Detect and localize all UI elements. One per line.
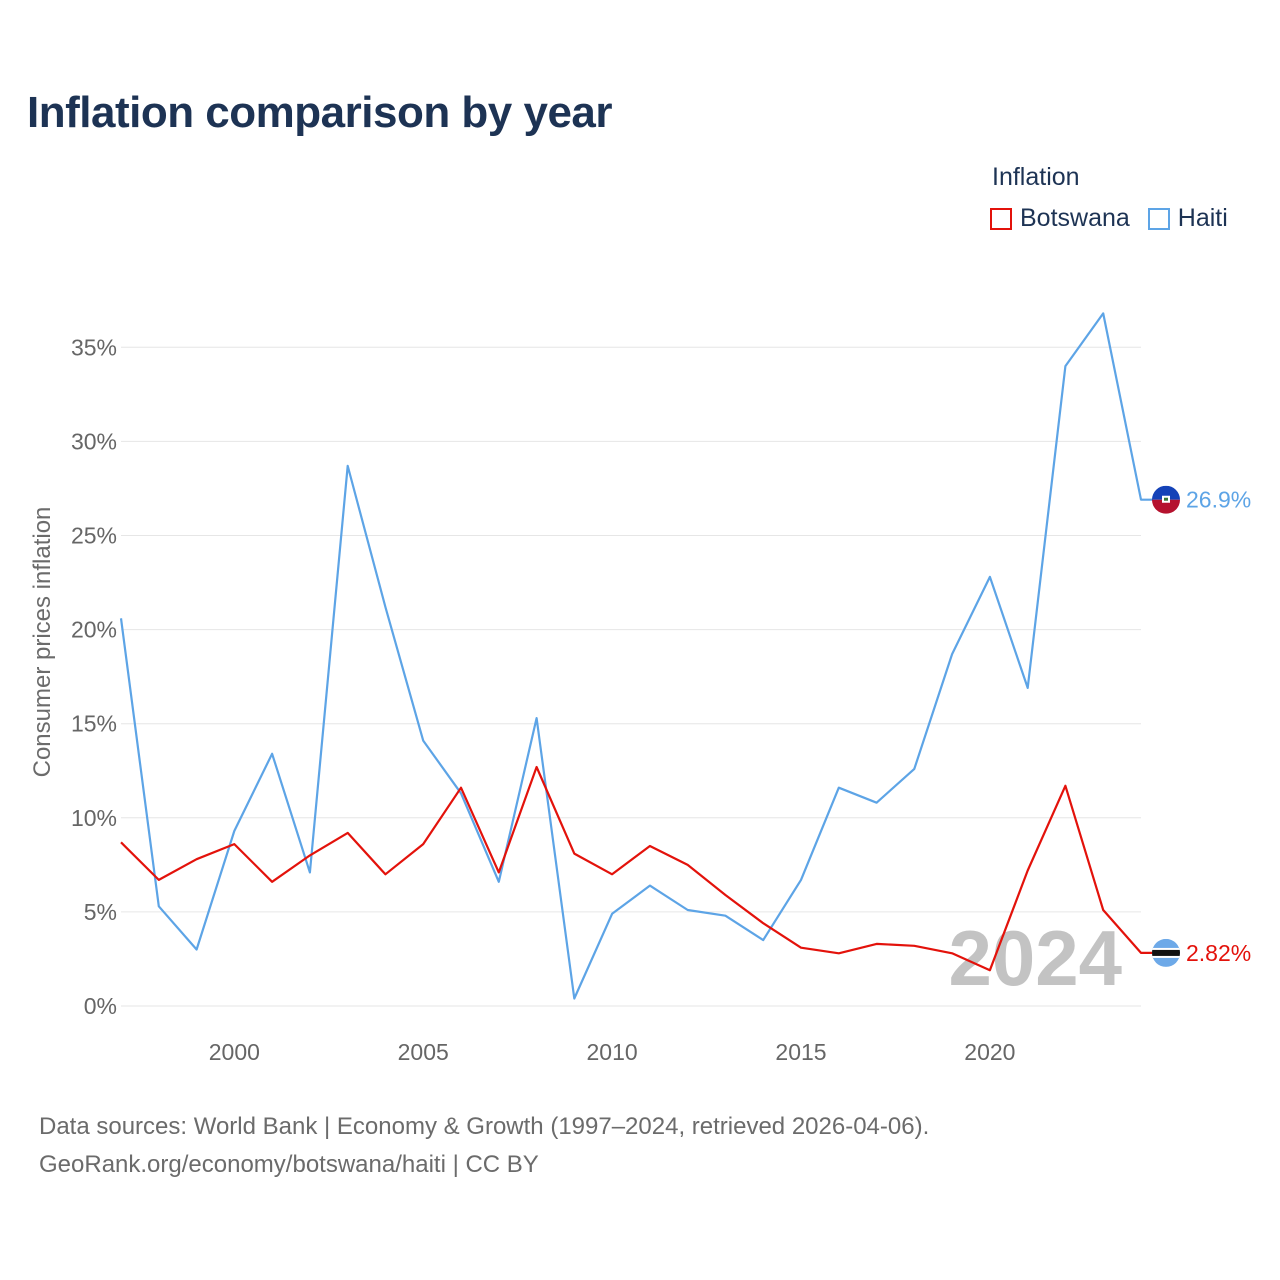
legend-swatch-botswana <box>990 207 1012 230</box>
y-tick-label: 10% <box>71 805 117 831</box>
sources-line-1: Data sources: World Bank | Economy & Gro… <box>39 1113 930 1140</box>
y-tick-label: 5% <box>84 899 117 925</box>
legend-item-haiti[interactable]: Haiti <box>1147 204 1228 233</box>
y-tick-label: 35% <box>71 334 117 360</box>
x-tick-label: 2000 <box>209 1039 260 1065</box>
sources-line-2: GeoRank.org/economy/botswana/haiti | CC … <box>39 1151 539 1178</box>
end-label-botswana: 2.82% <box>1186 940 1251 966</box>
y-tick-label: 30% <box>71 428 117 454</box>
legend: Botswana Haiti <box>990 204 1246 233</box>
x-tick-label: 2015 <box>775 1039 826 1065</box>
x-tick-label: 2005 <box>398 1039 449 1065</box>
y-tick-label: 15% <box>71 711 117 737</box>
data-sources: Data sources: World Bank | Economy & Gro… <box>39 1108 929 1184</box>
legend-label-haiti: Haiti <box>1177 204 1228 232</box>
y-axis-label: Consumer prices inflation <box>29 507 56 778</box>
series-line-botswana <box>120 765 1153 972</box>
year-watermark: 2024 <box>948 914 1122 1002</box>
botswana-flag-icon <box>1152 938 1180 967</box>
legend-label-botswana: Botswana <box>1020 204 1130 232</box>
end-label-haiti: 26.9% <box>1186 487 1251 513</box>
legend-title: Inflation <box>992 163 1080 191</box>
y-tick-label: 0% <box>84 993 117 1019</box>
x-tick-label: 2010 <box>587 1039 638 1065</box>
x-tick-label: 2020 <box>964 1039 1015 1065</box>
legend-item-botswana[interactable]: Botswana <box>990 204 1130 233</box>
legend-swatch-haiti <box>1147 207 1170 230</box>
y-tick-label: 20% <box>71 617 117 643</box>
haiti-flag-icon <box>1152 485 1180 514</box>
chart-title: Inflation comparison by year <box>27 88 613 137</box>
y-tick-label: 25% <box>71 523 117 549</box>
series-line-haiti <box>119 312 1153 1000</box>
